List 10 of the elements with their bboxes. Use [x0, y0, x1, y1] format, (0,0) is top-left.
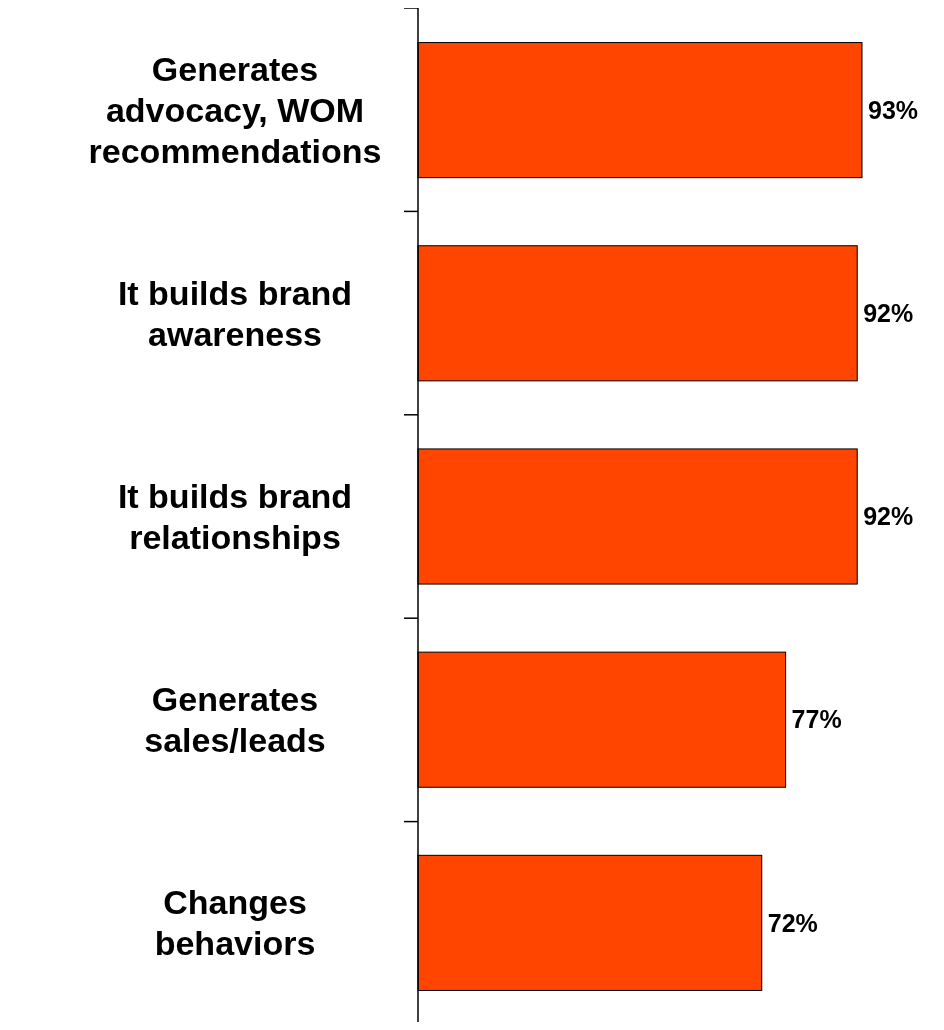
- y-tick-label: It builds brand relationships: [117, 476, 353, 556]
- y-tick-label: It builds brand awareness: [117, 273, 353, 353]
- y-tick-label: Generates advocacy, WOM recommendations: [88, 50, 382, 171]
- y-tick-label: Generates sales/leads: [144, 680, 326, 760]
- data-label: 77%: [791, 705, 842, 734]
- data-label: 92%: [863, 299, 914, 328]
- data-label: 92%: [863, 502, 914, 531]
- data-label: 72%: [767, 908, 818, 937]
- data-label: 93%: [868, 95, 919, 124]
- y-tick-label: Changes behaviors: [154, 883, 316, 963]
